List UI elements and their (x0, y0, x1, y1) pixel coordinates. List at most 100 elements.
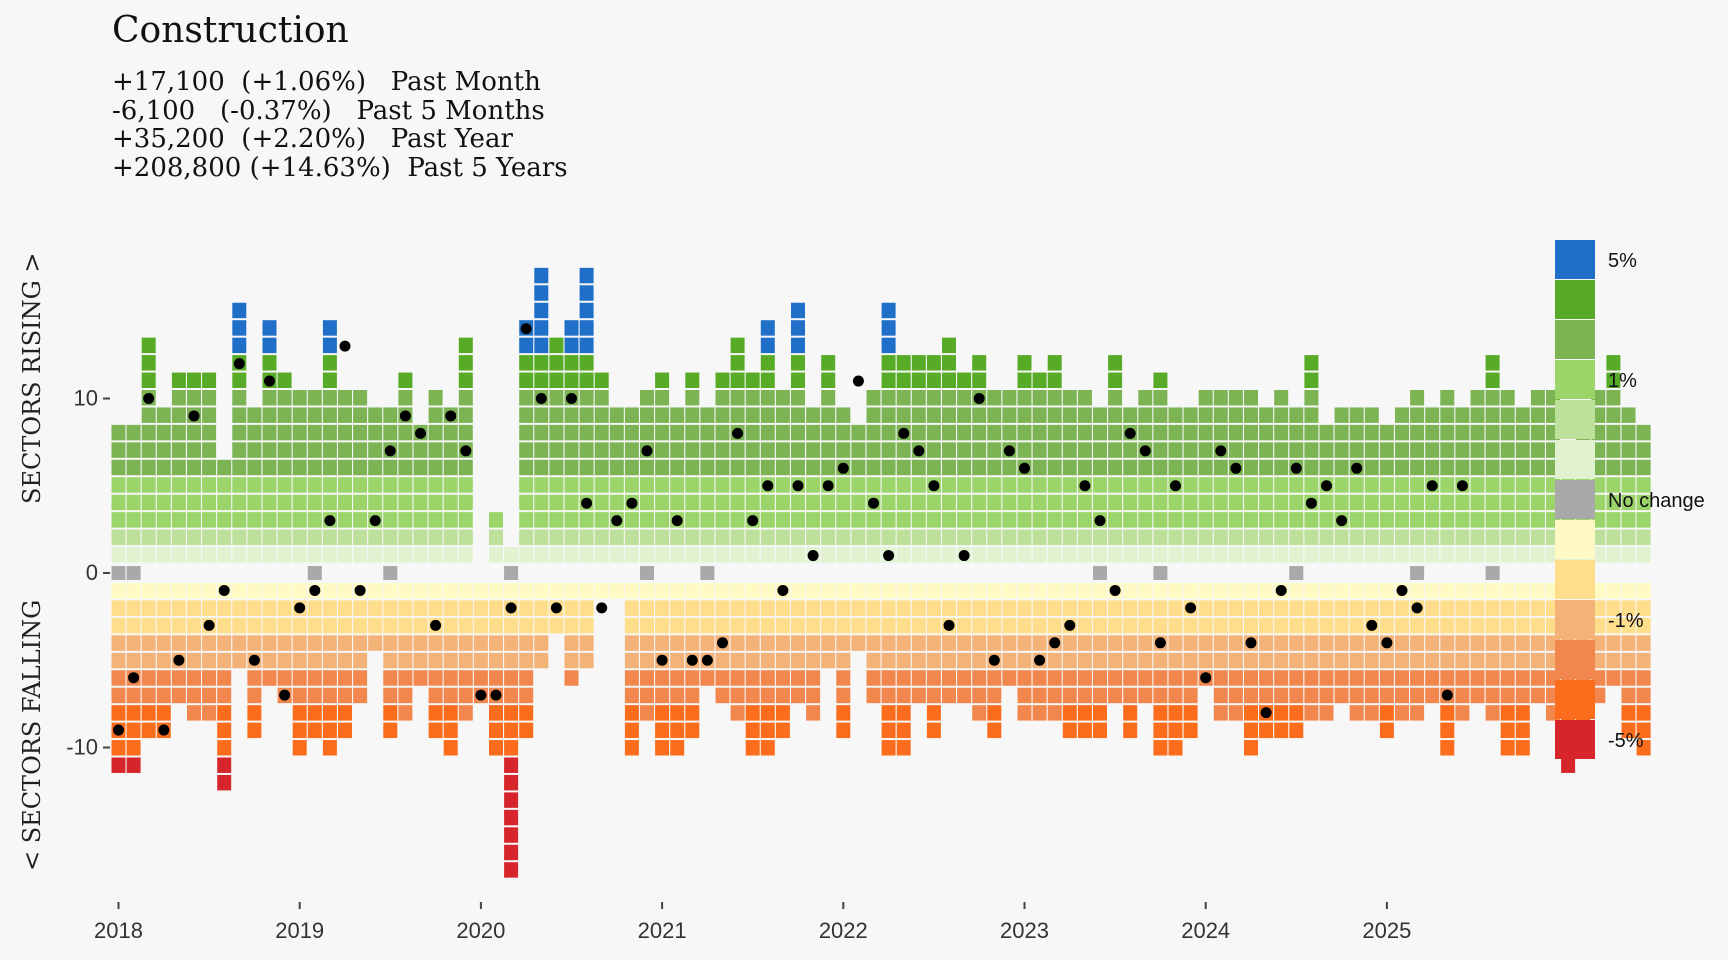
rising-square (534, 459, 549, 476)
rising-square (443, 442, 458, 458)
rising-square (1259, 529, 1274, 546)
falling-square (1621, 617, 1636, 634)
rising-square (836, 477, 851, 493)
rising-square (413, 494, 428, 511)
rising-square (1304, 372, 1319, 388)
falling-square (1636, 652, 1651, 669)
rising-square (1379, 529, 1394, 546)
rising-square (141, 529, 156, 546)
rising-square (791, 320, 805, 336)
rising-square (730, 355, 745, 371)
rising-square (1515, 442, 1530, 458)
falling-square (232, 617, 247, 634)
rising-square (926, 459, 941, 476)
stat-pct: (+2.20%) (241, 124, 366, 154)
falling-square (307, 600, 322, 616)
stat-row-5-months: -6,100 (-0.37%) Past 5 Months (112, 96, 568, 126)
rising-square (1364, 512, 1379, 528)
rising-square (519, 477, 534, 493)
rising-square (353, 390, 368, 406)
rising-square (126, 529, 141, 546)
falling-square (1500, 652, 1515, 669)
falling-square (624, 600, 639, 616)
rising-square (1621, 529, 1636, 546)
falling-square (1319, 600, 1334, 616)
rising-square (821, 372, 836, 388)
rising-square (1455, 547, 1470, 563)
rising-square (262, 494, 277, 511)
rising-square (1274, 494, 1289, 511)
falling-square (866, 687, 881, 704)
legend-swatch (1555, 600, 1595, 639)
x-tick-label: 2021 (638, 918, 687, 943)
rising-square (942, 477, 956, 493)
falling-square (489, 652, 503, 669)
rising-square (1123, 407, 1138, 423)
rising-square (549, 494, 564, 511)
rising-square (202, 477, 217, 493)
no-change-square (1410, 566, 1425, 580)
falling-square (1500, 600, 1515, 616)
rising-square (368, 494, 383, 511)
falling-square (1002, 583, 1017, 599)
falling-square (1425, 617, 1440, 634)
falling-square (1183, 670, 1198, 686)
rising-square (383, 407, 398, 423)
net-dot (717, 637, 728, 649)
rising-square (247, 459, 262, 476)
falling-square (277, 600, 292, 616)
rising-square (760, 320, 775, 336)
rising-square (760, 442, 775, 458)
falling-square (896, 652, 911, 669)
rising-square (307, 494, 322, 511)
rising-square (1032, 442, 1047, 458)
rising-square (1515, 529, 1530, 546)
rising-square (1530, 390, 1545, 406)
rising-square (791, 494, 805, 511)
rising-square (1168, 424, 1183, 441)
falling-square (1289, 617, 1304, 634)
falling-square (640, 617, 654, 634)
rising-square (1047, 512, 1062, 528)
falling-square (624, 670, 639, 686)
rising-square (957, 424, 972, 441)
falling-square (217, 617, 232, 634)
falling-square (458, 705, 473, 721)
rising-square (383, 529, 398, 546)
rising-square (322, 442, 337, 458)
rising-square (1500, 477, 1515, 493)
falling-square (1425, 600, 1440, 616)
rising-square (1077, 390, 1092, 406)
rising-square (911, 390, 926, 406)
falling-square (262, 600, 277, 616)
falling-square (791, 687, 805, 704)
falling-square (111, 757, 126, 773)
rising-square (292, 547, 307, 563)
rising-square (1440, 477, 1455, 493)
rising-square (1017, 407, 1032, 423)
falling-square (1470, 687, 1485, 704)
rising-square (806, 407, 821, 423)
rising-square (534, 355, 549, 371)
falling-square (1440, 583, 1455, 599)
rising-square (534, 494, 549, 511)
rising-square (1621, 442, 1636, 458)
rising-square (262, 547, 277, 563)
falling-square (1440, 652, 1455, 669)
falling-square (353, 687, 368, 704)
rising-square (1244, 529, 1258, 546)
rising-square (338, 477, 352, 493)
falling-square (1183, 583, 1198, 599)
falling-square (972, 583, 987, 599)
rising-square (715, 407, 730, 423)
falling-square (655, 670, 670, 686)
rising-square (1319, 547, 1334, 563)
rising-square (1349, 407, 1364, 423)
stats-block: +17,100 (+1.06%) Past Month -6,100 (-0.3… (112, 68, 568, 182)
falling-square (730, 617, 745, 634)
rising-square (1530, 424, 1545, 441)
falling-square (1168, 600, 1183, 616)
falling-square (760, 687, 775, 704)
falling-square (141, 705, 156, 721)
falling-square (428, 635, 443, 651)
